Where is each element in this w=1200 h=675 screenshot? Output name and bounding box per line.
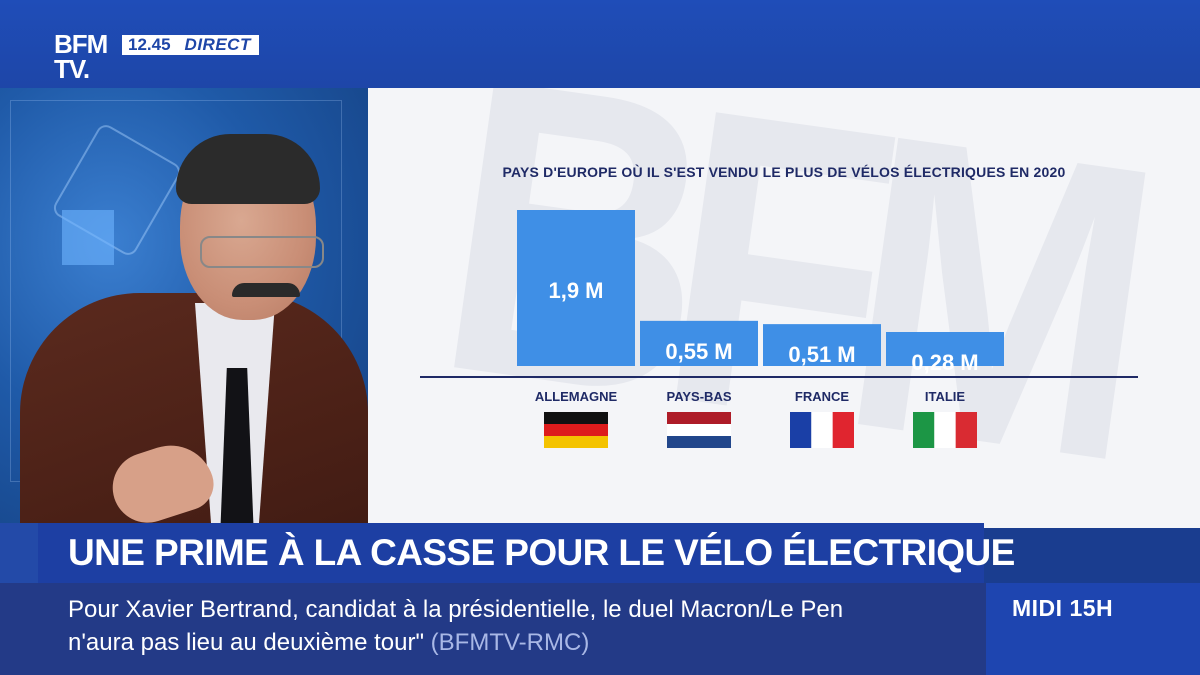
headline-edge <box>0 523 38 583</box>
logo-line-1: BFM <box>54 29 108 59</box>
chart-panel: BFM PAYS D'EUROPE OÙ IL S'EST VENDU LE P… <box>368 88 1200 528</box>
ticker-line-1: Pour Xavier Bertrand, candidat à la prés… <box>68 596 844 623</box>
ticker-source: (BFMTV-RMC) <box>430 629 590 656</box>
studio-square-graphic <box>62 210 114 265</box>
bfmtv-logo: BFM TV. <box>54 29 116 84</box>
clock-time: 12.45 <box>128 35 171 54</box>
clock-box: 12.45 DIRECT <box>122 35 259 55</box>
headline-text: UNE PRIME À LA CASSE POUR LE VÉLO ÉLECTR… <box>68 532 1015 573</box>
bar-pays-bas <box>640 320 758 366</box>
value-label-france: 0,51 M <box>788 342 855 367</box>
netherlands-flag <box>667 412 731 448</box>
headline-banner: UNE PRIME À LA CASSE POUR LE VÉLO ÉLECTR… <box>38 523 1015 583</box>
category-label-italie: ITALIE <box>925 389 966 404</box>
category-label-allemagne: ALLEMAGNE <box>535 389 618 404</box>
value-label-allemagne: 1,9 M <box>548 278 603 303</box>
category-label-france: FRANCE <box>795 389 849 404</box>
ticker-line-2-text: n'aura pas lieu au deuxième tour" <box>68 629 424 656</box>
bar-italie <box>886 332 1004 366</box>
live-label: DIRECT <box>184 35 251 54</box>
value-label-pays-bas: 0,55 M <box>665 339 732 364</box>
news-ticker: Pour Xavier Bertrand, candidat à la prés… <box>0 583 986 675</box>
chart-title: PAYS D'EUROPE OÙ IL S'EST VENDU LE PLUS … <box>502 164 1066 180</box>
category-label-pays-bas: PAYS-BAS <box>666 389 731 404</box>
bar-chart: 1,9 M ALLEMAGNE 0,55 M PAYS-BAS 0,51 M FRANCE… <box>420 210 1138 448</box>
italy-flag <box>913 412 977 448</box>
ticker-line-2: n'aura pas lieu au deuxième tour" (BFMTV… <box>68 629 589 657</box>
presenter-hair <box>176 134 320 204</box>
value-label-italie: 0,28 M <box>911 350 978 375</box>
france-flag <box>790 412 854 448</box>
bar-france <box>763 324 881 366</box>
germany-flag <box>544 412 608 448</box>
top-bar: BFM TV. 12.45 DIRECT <box>0 0 1200 88</box>
bar-allemagne <box>517 210 635 366</box>
show-box: MIDI 15H <box>986 583 1200 675</box>
presenter-moustache <box>232 283 300 297</box>
show-label: MIDI 15H <box>1012 595 1114 621</box>
logo-line-2: TV. <box>54 54 90 84</box>
studio-background <box>0 88 368 528</box>
presenter-glasses <box>200 236 324 268</box>
